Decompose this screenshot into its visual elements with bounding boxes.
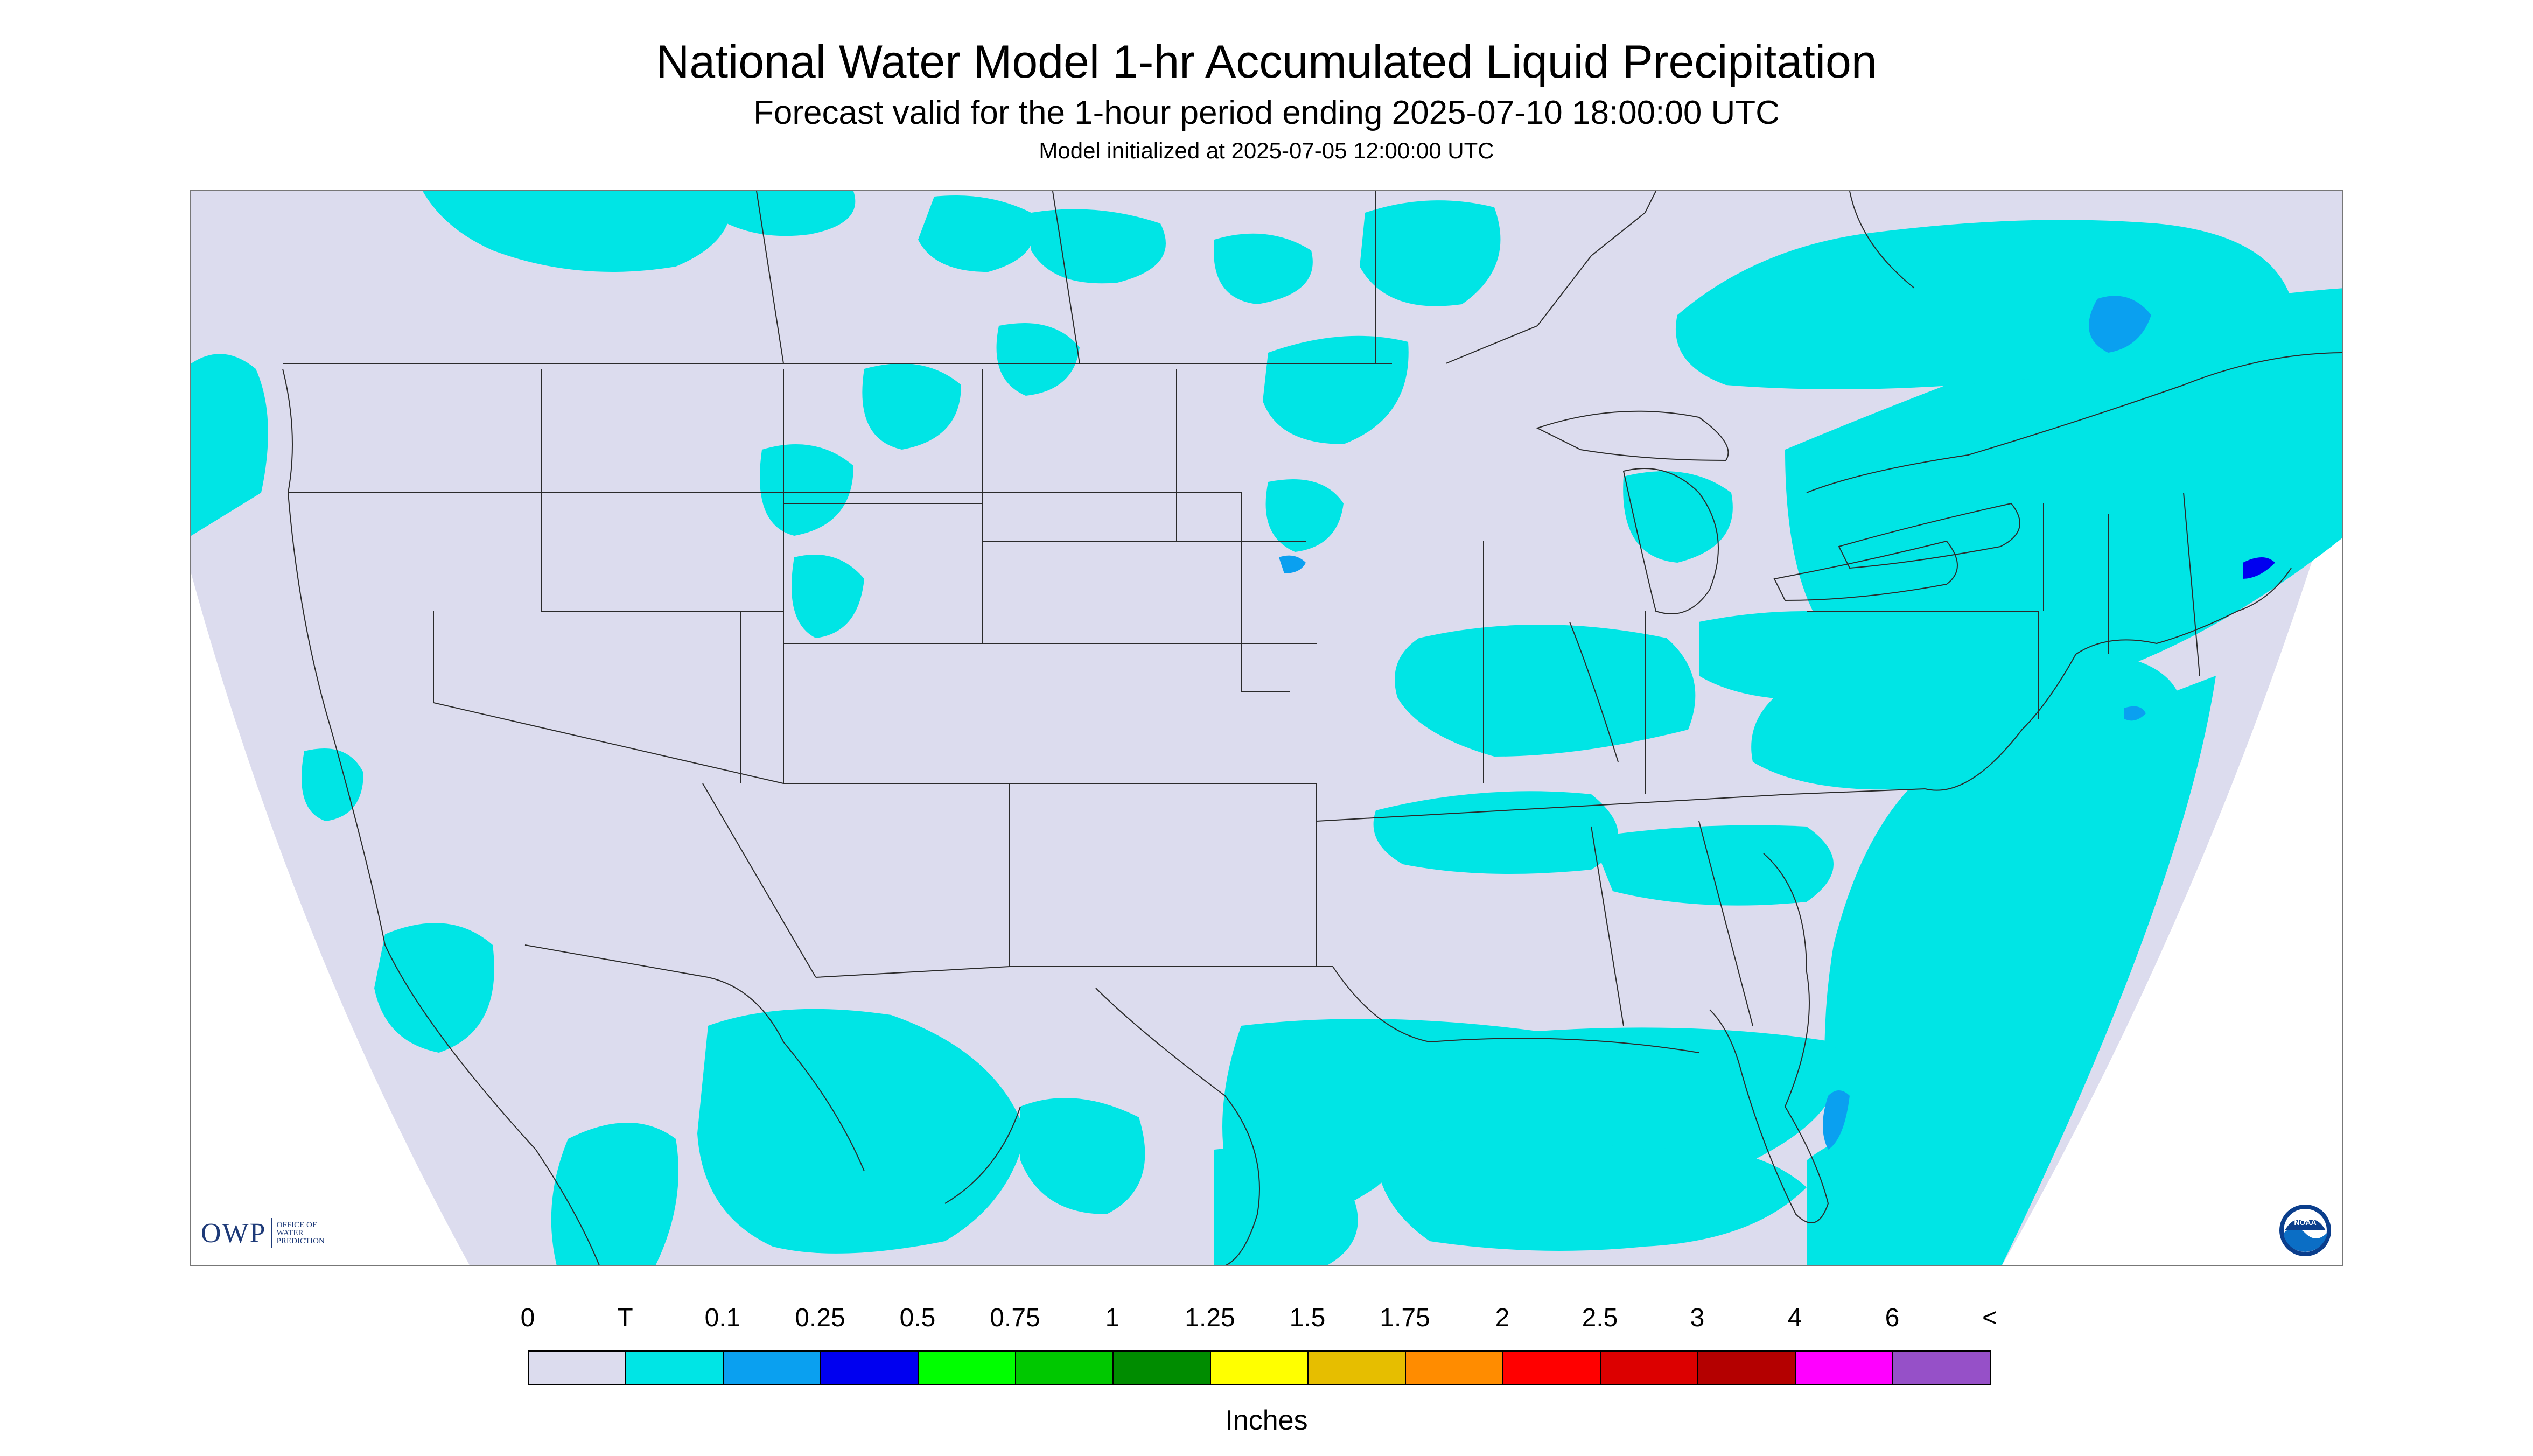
legend-label: 2.5 bbox=[1582, 1304, 1618, 1332]
precip-trace-areas bbox=[191, 191, 2342, 1265]
political-boundaries bbox=[282, 191, 2342, 1265]
legend-label: 3 bbox=[1690, 1304, 1705, 1332]
legend-label: 6 bbox=[1885, 1304, 1900, 1332]
legend-swatch bbox=[1307, 1350, 1406, 1385]
legend-swatch bbox=[1502, 1350, 1601, 1385]
legend-swatch bbox=[1405, 1350, 1503, 1385]
legend-swatch bbox=[625, 1350, 724, 1385]
legend-label: 0.75 bbox=[990, 1304, 1040, 1332]
precipitation-map: OWP OFFICE OF WATER PREDICTION NOAA bbox=[190, 190, 2343, 1266]
map-title: National Water Model 1-hr Accumulated Li… bbox=[656, 36, 1877, 88]
legend-swatch bbox=[723, 1350, 821, 1385]
legend-labels: 0 T 0.1 0.25 0.5 0.75 1 1.25 1.5 1.75 2 2.5 3 4 6 < bbox=[521, 1303, 2014, 1341]
legend-swatch bbox=[1015, 1350, 1114, 1385]
precip-light-areas bbox=[1279, 296, 2151, 1150]
noaa-logo-text: NOAA bbox=[2294, 1218, 2316, 1227]
legend-units: Inches bbox=[1225, 1405, 1308, 1436]
legend-label: 1.25 bbox=[1185, 1304, 1235, 1332]
owp-line1: OFFICE OF bbox=[276, 1220, 317, 1229]
legend-color-bar bbox=[528, 1350, 1991, 1385]
map-subtitle: Forecast valid for the 1-hour period end… bbox=[753, 94, 1780, 131]
legend-swatch bbox=[1892, 1350, 1991, 1385]
legend-swatch bbox=[1600, 1350, 1698, 1385]
legend-label: 0.25 bbox=[795, 1304, 845, 1332]
legend-swatch bbox=[918, 1350, 1016, 1385]
map-canvas bbox=[191, 191, 2342, 1265]
owp-logo-divider bbox=[270, 1218, 272, 1248]
legend-swatch bbox=[1210, 1350, 1309, 1385]
owp-line2: WATER bbox=[276, 1228, 304, 1237]
legend-label: 1 bbox=[1105, 1304, 1120, 1332]
legend-swatch bbox=[528, 1350, 626, 1385]
owp-logo-subtext: OFFICE OF WATER PREDICTION bbox=[277, 1221, 325, 1245]
legend-label: 1.5 bbox=[1289, 1304, 1326, 1332]
legend-swatch bbox=[1697, 1350, 1796, 1385]
legend-label: < bbox=[1982, 1304, 1998, 1332]
legend-label: 4 bbox=[1787, 1304, 1802, 1332]
legend-swatch bbox=[1795, 1350, 1893, 1385]
owp-logo-block: OWP OFFICE OF WATER PREDICTION bbox=[201, 1217, 325, 1249]
legend-label: 0 bbox=[520, 1304, 535, 1332]
legend-label: 1.75 bbox=[1380, 1304, 1430, 1332]
noaa-logo-icon: NOAA bbox=[2279, 1205, 2331, 1256]
legend-swatch bbox=[820, 1350, 919, 1385]
legend-label: 0.1 bbox=[704, 1304, 741, 1332]
legend-label: 0.5 bbox=[899, 1304, 936, 1332]
owp-line3: PREDICTION bbox=[276, 1236, 325, 1245]
precip-moderate-areas bbox=[2243, 557, 2275, 579]
model-init-text: Model initialized at 2025-07-05 12:00:00… bbox=[1039, 138, 1494, 163]
owp-logo-text: OWP bbox=[201, 1217, 267, 1249]
legend-label: 2 bbox=[1495, 1304, 1510, 1332]
legend-label: T bbox=[617, 1304, 633, 1332]
legend-swatch bbox=[1112, 1350, 1211, 1385]
